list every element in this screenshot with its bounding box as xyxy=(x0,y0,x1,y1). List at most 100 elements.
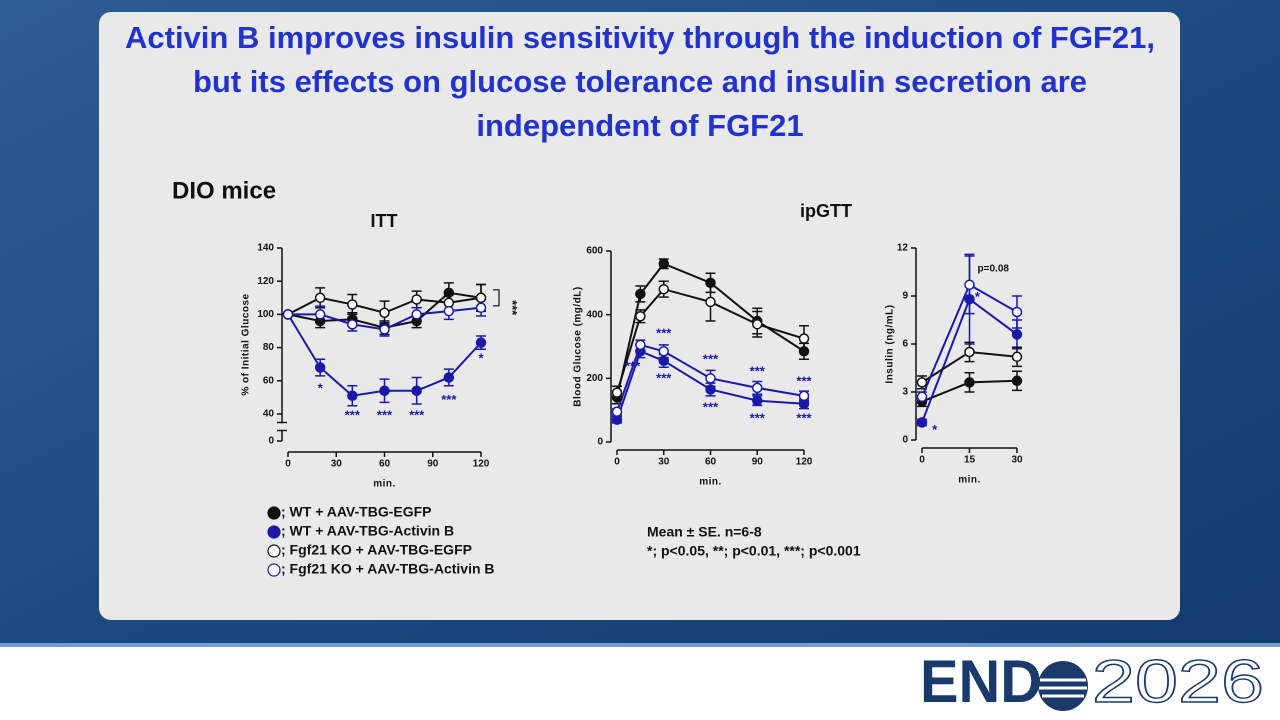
y-tick-label: 60 xyxy=(263,375,275,386)
y-tick-label: 3 xyxy=(902,387,908,398)
x-tick-label: 0 xyxy=(614,457,620,468)
annotation: *** xyxy=(656,370,672,385)
annotation: *** xyxy=(505,300,520,316)
x-tick-label: 90 xyxy=(752,457,764,468)
data-point xyxy=(314,309,326,320)
y-axis-label: Blood Glucose (mg/dL) xyxy=(573,286,584,407)
data-point xyxy=(1011,351,1023,363)
annotation: *** xyxy=(796,374,812,389)
data-point xyxy=(1011,329,1023,340)
chart-title: ipGTT xyxy=(800,201,852,221)
data-point xyxy=(411,294,422,305)
data-point xyxy=(475,337,487,348)
data-point xyxy=(964,279,975,291)
significance-bracket xyxy=(493,289,500,307)
data-point xyxy=(916,391,928,403)
legend-label: ; WT + AAV-TBG-Activin B xyxy=(281,523,454,539)
data-point xyxy=(964,293,975,305)
data-point xyxy=(443,287,455,299)
data-point xyxy=(635,288,646,300)
y-tick-label: 12 xyxy=(897,243,909,254)
legend-marker xyxy=(267,525,281,539)
y-tick-label: 100 xyxy=(257,309,274,320)
data-point xyxy=(1011,375,1023,387)
x-tick-label: 60 xyxy=(705,457,717,468)
x-tick-label: 90 xyxy=(427,459,439,470)
data-point xyxy=(705,277,716,289)
data-point xyxy=(347,319,358,330)
y-axis-label: % of Initial Glucose xyxy=(241,293,252,395)
data-point xyxy=(282,309,294,320)
data-point xyxy=(379,307,390,318)
data-point xyxy=(379,385,390,397)
data-point xyxy=(347,390,358,401)
annotation: * xyxy=(932,422,938,437)
data-point xyxy=(705,296,716,308)
x-tick-label: 0 xyxy=(919,455,925,466)
y-tick-label: 0 xyxy=(902,435,908,446)
y-tick-label: 40 xyxy=(263,409,275,420)
subtitle: DIO mice xyxy=(172,177,276,204)
logo-year: 2026 xyxy=(1092,648,1264,715)
footer-rule xyxy=(0,643,1280,647)
data-point xyxy=(658,355,669,367)
y-tick-label: 9 xyxy=(902,291,908,302)
data-point xyxy=(635,339,646,351)
y-tick-label: 0 xyxy=(268,436,274,447)
x-axis-label: min. xyxy=(958,475,981,486)
data-point xyxy=(752,382,763,394)
data-point xyxy=(798,346,810,357)
legend-label: ; WT + AAV-TBG-EGFP xyxy=(281,504,432,520)
data-point xyxy=(635,311,646,322)
data-point xyxy=(658,346,669,357)
annotation: * xyxy=(318,381,324,396)
x-tick-label: 30 xyxy=(331,459,343,470)
data-point xyxy=(658,283,669,295)
data-point xyxy=(916,417,928,428)
title-box: Activin B improves insulin sensitivity t… xyxy=(125,20,1155,143)
y-tick-label: 6 xyxy=(902,339,908,350)
data-point xyxy=(611,406,623,418)
annotation: p=0.08 xyxy=(978,263,1010,274)
annotation: *** xyxy=(750,411,766,426)
data-point xyxy=(752,395,763,406)
data-point xyxy=(475,292,487,304)
annotation: *** xyxy=(345,407,361,422)
annotation: *** xyxy=(409,407,425,422)
footer xyxy=(0,645,1280,720)
data-point xyxy=(611,387,623,398)
data-point xyxy=(705,373,716,384)
annotation: *** xyxy=(441,392,457,407)
data-point xyxy=(916,377,928,388)
data-point xyxy=(798,333,810,344)
annotation: *** xyxy=(377,407,393,422)
annotation: * xyxy=(478,351,484,366)
annotation: *** xyxy=(750,363,766,378)
legend-marker xyxy=(267,563,281,577)
data-point xyxy=(798,390,810,402)
data-point xyxy=(347,299,358,310)
annotation: *** xyxy=(625,359,641,374)
y-tick-label: 0 xyxy=(597,437,603,448)
y-tick-label: 400 xyxy=(586,309,603,320)
legend-marker xyxy=(267,544,281,558)
data-point xyxy=(475,302,487,314)
x-tick-label: 120 xyxy=(796,457,813,468)
data-point xyxy=(443,305,455,317)
legend-label: ; Fgf21 KO + AAV-TBG-Activin B xyxy=(281,561,495,577)
data-point xyxy=(443,372,455,383)
x-tick-label: 15 xyxy=(964,455,976,466)
annotation: * xyxy=(975,289,981,304)
data-point xyxy=(705,384,716,395)
data-point xyxy=(964,346,975,358)
data-point xyxy=(411,309,422,320)
slide-title: Activin B improves insulin sensitivity t… xyxy=(125,20,1155,143)
data-point xyxy=(379,324,390,335)
data-point xyxy=(314,362,326,373)
data-point xyxy=(314,292,326,304)
data-point xyxy=(411,385,422,397)
data-point xyxy=(1011,306,1023,318)
series-line xyxy=(616,349,805,421)
